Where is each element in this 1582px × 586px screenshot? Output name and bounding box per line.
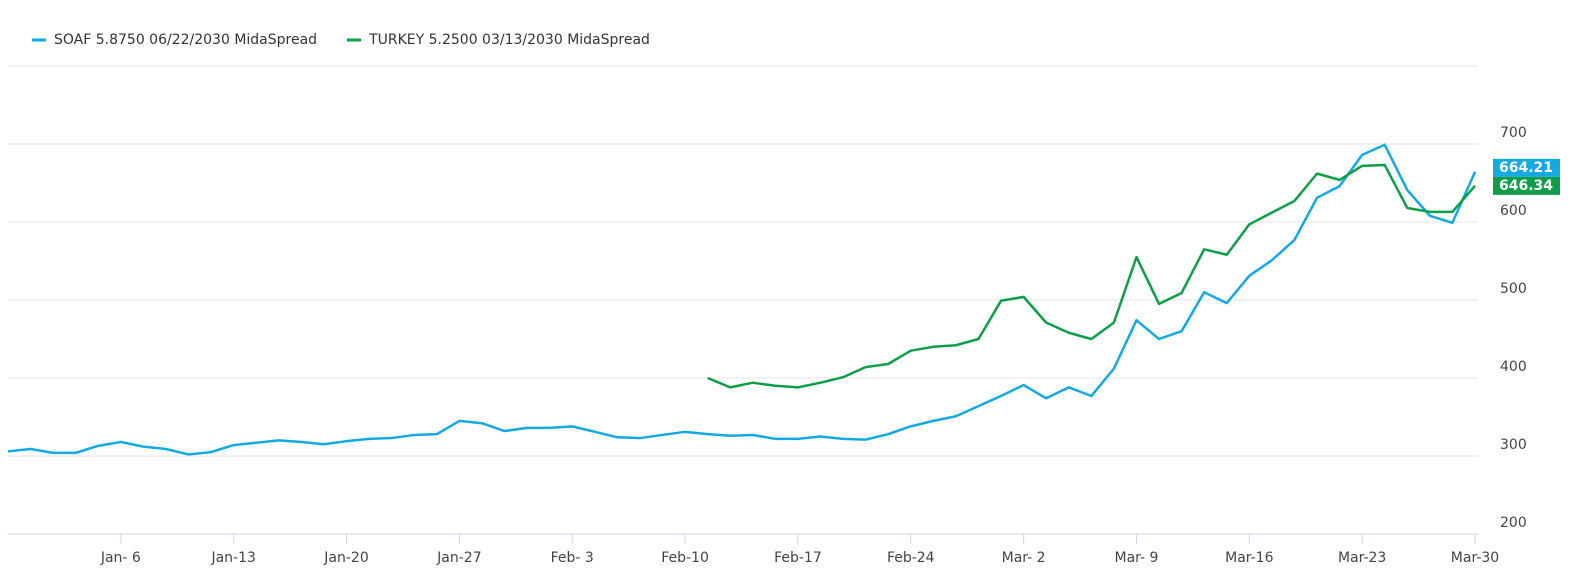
- x-tick-label: Feb- 3: [551, 550, 594, 566]
- x-tick-label: Mar-23: [1338, 550, 1386, 566]
- x-tick-label: Mar-16: [1225, 550, 1273, 566]
- legend-item: SOAF 5.8750 06/22/2030 MidaSpread: [32, 32, 317, 48]
- x-tick-label: Jan-20: [323, 550, 368, 566]
- y-tick-label: 200: [1500, 515, 1527, 531]
- x-tick-label: Feb-24: [887, 550, 935, 566]
- legend-label: TURKEY 5.2500 03/13/2030 MidaSpread: [368, 32, 650, 48]
- badge-box: [1493, 176, 1560, 195]
- x-tick-label: Mar- 2: [1002, 550, 1046, 566]
- x-tick-label: Jan-13: [210, 550, 255, 566]
- legend-label: SOAF 5.8750 06/22/2030 MidaSpread: [54, 32, 317, 48]
- value-label: 664.21: [1499, 160, 1553, 176]
- y-tick-label: 400: [1500, 359, 1527, 375]
- x-tick-label: Mar- 9: [1114, 550, 1158, 566]
- x-tick-label: Jan- 6: [100, 550, 141, 566]
- x-tick-label: Feb-17: [774, 550, 822, 566]
- value-badge: 646.34: [1493, 176, 1560, 195]
- legend-item: TURKEY 5.2500 03/13/2030 MidaSpread: [347, 32, 650, 48]
- value-badge: 664.21: [1493, 158, 1560, 177]
- x-tick-label: Jan-27: [436, 550, 481, 566]
- series-line: [707, 163, 1476, 389]
- y-tick-label: 700: [1500, 125, 1527, 141]
- value-label: 646.34: [1499, 178, 1553, 194]
- series-line: [7, 143, 1477, 456]
- x-tick-label: Feb-10: [661, 550, 709, 566]
- badge-box: [1493, 158, 1560, 177]
- y-tick-label: 600: [1500, 203, 1527, 219]
- y-tick-label: 300: [1500, 437, 1527, 453]
- x-tick-label: Mar-30: [1451, 550, 1499, 566]
- y-tick-label: 500: [1500, 281, 1527, 297]
